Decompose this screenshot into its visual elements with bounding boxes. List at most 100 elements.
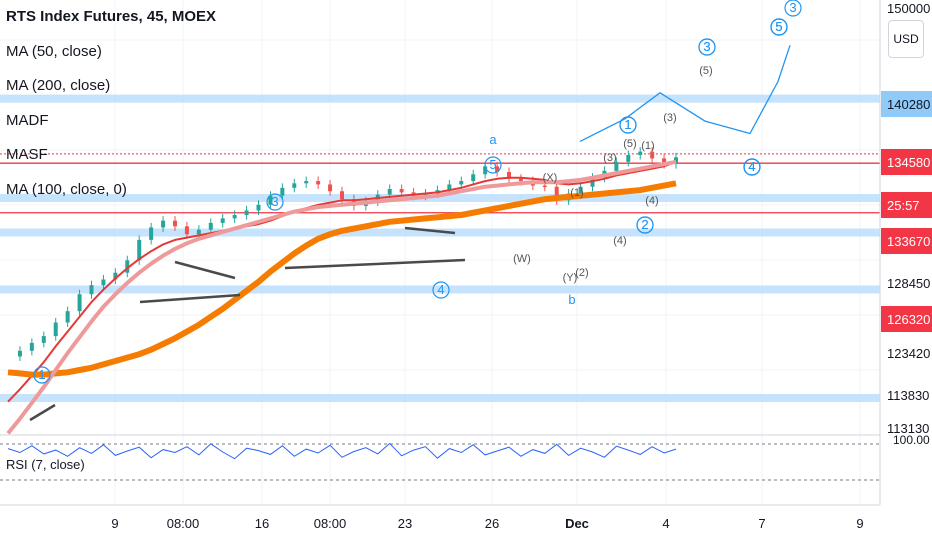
wave-circle — [432, 281, 450, 299]
wave-label: 3 — [703, 39, 710, 54]
ma-line — [7, 160, 677, 403]
support-zone — [0, 393, 880, 402]
time-label: 9 — [856, 516, 863, 531]
candle-body — [554, 186, 559, 201]
legend-ma50[interactable]: MA (50, close) — [6, 42, 102, 60]
support-zone — [0, 194, 880, 203]
candle-body — [280, 187, 285, 196]
candle-body — [256, 204, 261, 211]
candle-body — [590, 177, 595, 187]
candle-body — [316, 181, 321, 185]
rsi-pane: 100.00 — [0, 433, 930, 481]
wave-label: 4 — [748, 159, 755, 174]
price-label: 150000 — [887, 1, 930, 16]
time-label: 4 — [662, 516, 669, 531]
wave-label: (1) — [641, 140, 654, 152]
wave-label: (3) — [663, 112, 676, 124]
rsi-level-label: 100.00 — [893, 433, 930, 447]
wave-label: 3 — [271, 194, 278, 209]
legend-madf[interactable]: MADF — [6, 111, 49, 129]
drawing-tools — [29, 226, 466, 422]
candle-body — [268, 195, 273, 205]
wave-label: (5) — [699, 65, 712, 77]
wave-circle — [698, 38, 716, 56]
candle-body — [650, 151, 655, 159]
candle-body — [387, 188, 392, 195]
wave-label: (W) — [513, 253, 531, 265]
wave-label: 5 — [775, 19, 782, 34]
candle-body — [89, 285, 94, 295]
wave-label: 1 — [38, 367, 45, 382]
candle-body — [638, 151, 643, 156]
wave-label: 5 — [489, 157, 496, 172]
price-label: 128450 — [887, 276, 930, 291]
candle-body — [29, 342, 34, 351]
price-badge — [881, 192, 932, 218]
price-label: 133670 — [887, 234, 930, 249]
candle-body — [662, 158, 667, 165]
legend-masf[interactable]: MASF — [6, 146, 48, 163]
price-badge — [881, 149, 932, 175]
ma-line — [7, 180, 677, 378]
candle-body — [542, 185, 547, 188]
candle-body — [423, 193, 428, 196]
price-badge — [881, 91, 932, 117]
legend-ma100[interactable]: MA (100, close, 0) — [6, 180, 127, 198]
rsi-line — [7, 442, 677, 460]
candle-body — [113, 272, 118, 280]
candle-body — [483, 166, 488, 175]
price-badge — [881, 306, 932, 332]
rsi-legend[interactable]: RSI (7, close) — [4, 457, 87, 472]
candle-body — [495, 166, 500, 172]
wave-label: 3 — [789, 0, 796, 15]
wave-circle — [619, 116, 637, 134]
candle-body — [459, 181, 464, 185]
time-label: 23 — [398, 516, 412, 531]
candle-body — [41, 336, 46, 343]
price-axis: 150000 140280 134580 25:57 133670 128450 12632… — [879, 0, 932, 505]
ma-line — [6, 159, 677, 435]
candle-body — [244, 210, 249, 215]
wave-circle — [743, 158, 761, 176]
price-label: 140280 — [887, 97, 930, 112]
wave-circle — [636, 216, 654, 234]
price-badge — [881, 228, 932, 254]
wave-circle — [784, 0, 802, 17]
candle-body — [208, 222, 213, 230]
candle-body — [77, 294, 82, 312]
wave-circle — [484, 156, 502, 174]
currency-button[interactable]: USD — [888, 20, 924, 58]
price-label: 126320 — [887, 312, 930, 327]
wave-label: b — [568, 292, 575, 307]
wave-label: (5) — [623, 138, 636, 150]
candle-body — [173, 220, 177, 227]
candle-body — [149, 227, 154, 240]
time-label: 08:00 — [167, 516, 200, 531]
candle-body — [137, 239, 142, 261]
symbol-title: RTS Index Futures, 45, MOEX — [6, 8, 217, 25]
wave-circle — [33, 366, 51, 384]
candle-body — [304, 181, 309, 184]
wave-label: (3) — [603, 152, 616, 164]
trend-line — [174, 260, 236, 280]
wave-label: 4 — [748, 159, 755, 174]
candle-body — [125, 260, 130, 273]
wave-label: 2 — [641, 217, 648, 232]
candle-body — [674, 157, 678, 165]
time-label: 16 — [255, 516, 269, 531]
support-zone — [0, 285, 880, 294]
candle-body — [232, 215, 237, 219]
wave-label: (X) — [543, 172, 558, 184]
candle-body — [17, 350, 22, 357]
time-label: 9 — [111, 516, 118, 531]
projection-path — [579, 45, 791, 142]
time-label: Dec — [565, 516, 589, 531]
candle-body — [184, 226, 189, 235]
candle-body — [471, 174, 476, 182]
support-zone — [0, 94, 880, 103]
legend-ma200[interactable]: MA (200, close) — [6, 77, 111, 94]
wave-label: 4 — [437, 282, 444, 297]
wave-circle — [770, 18, 788, 36]
time-label: 08:00 — [314, 516, 347, 531]
